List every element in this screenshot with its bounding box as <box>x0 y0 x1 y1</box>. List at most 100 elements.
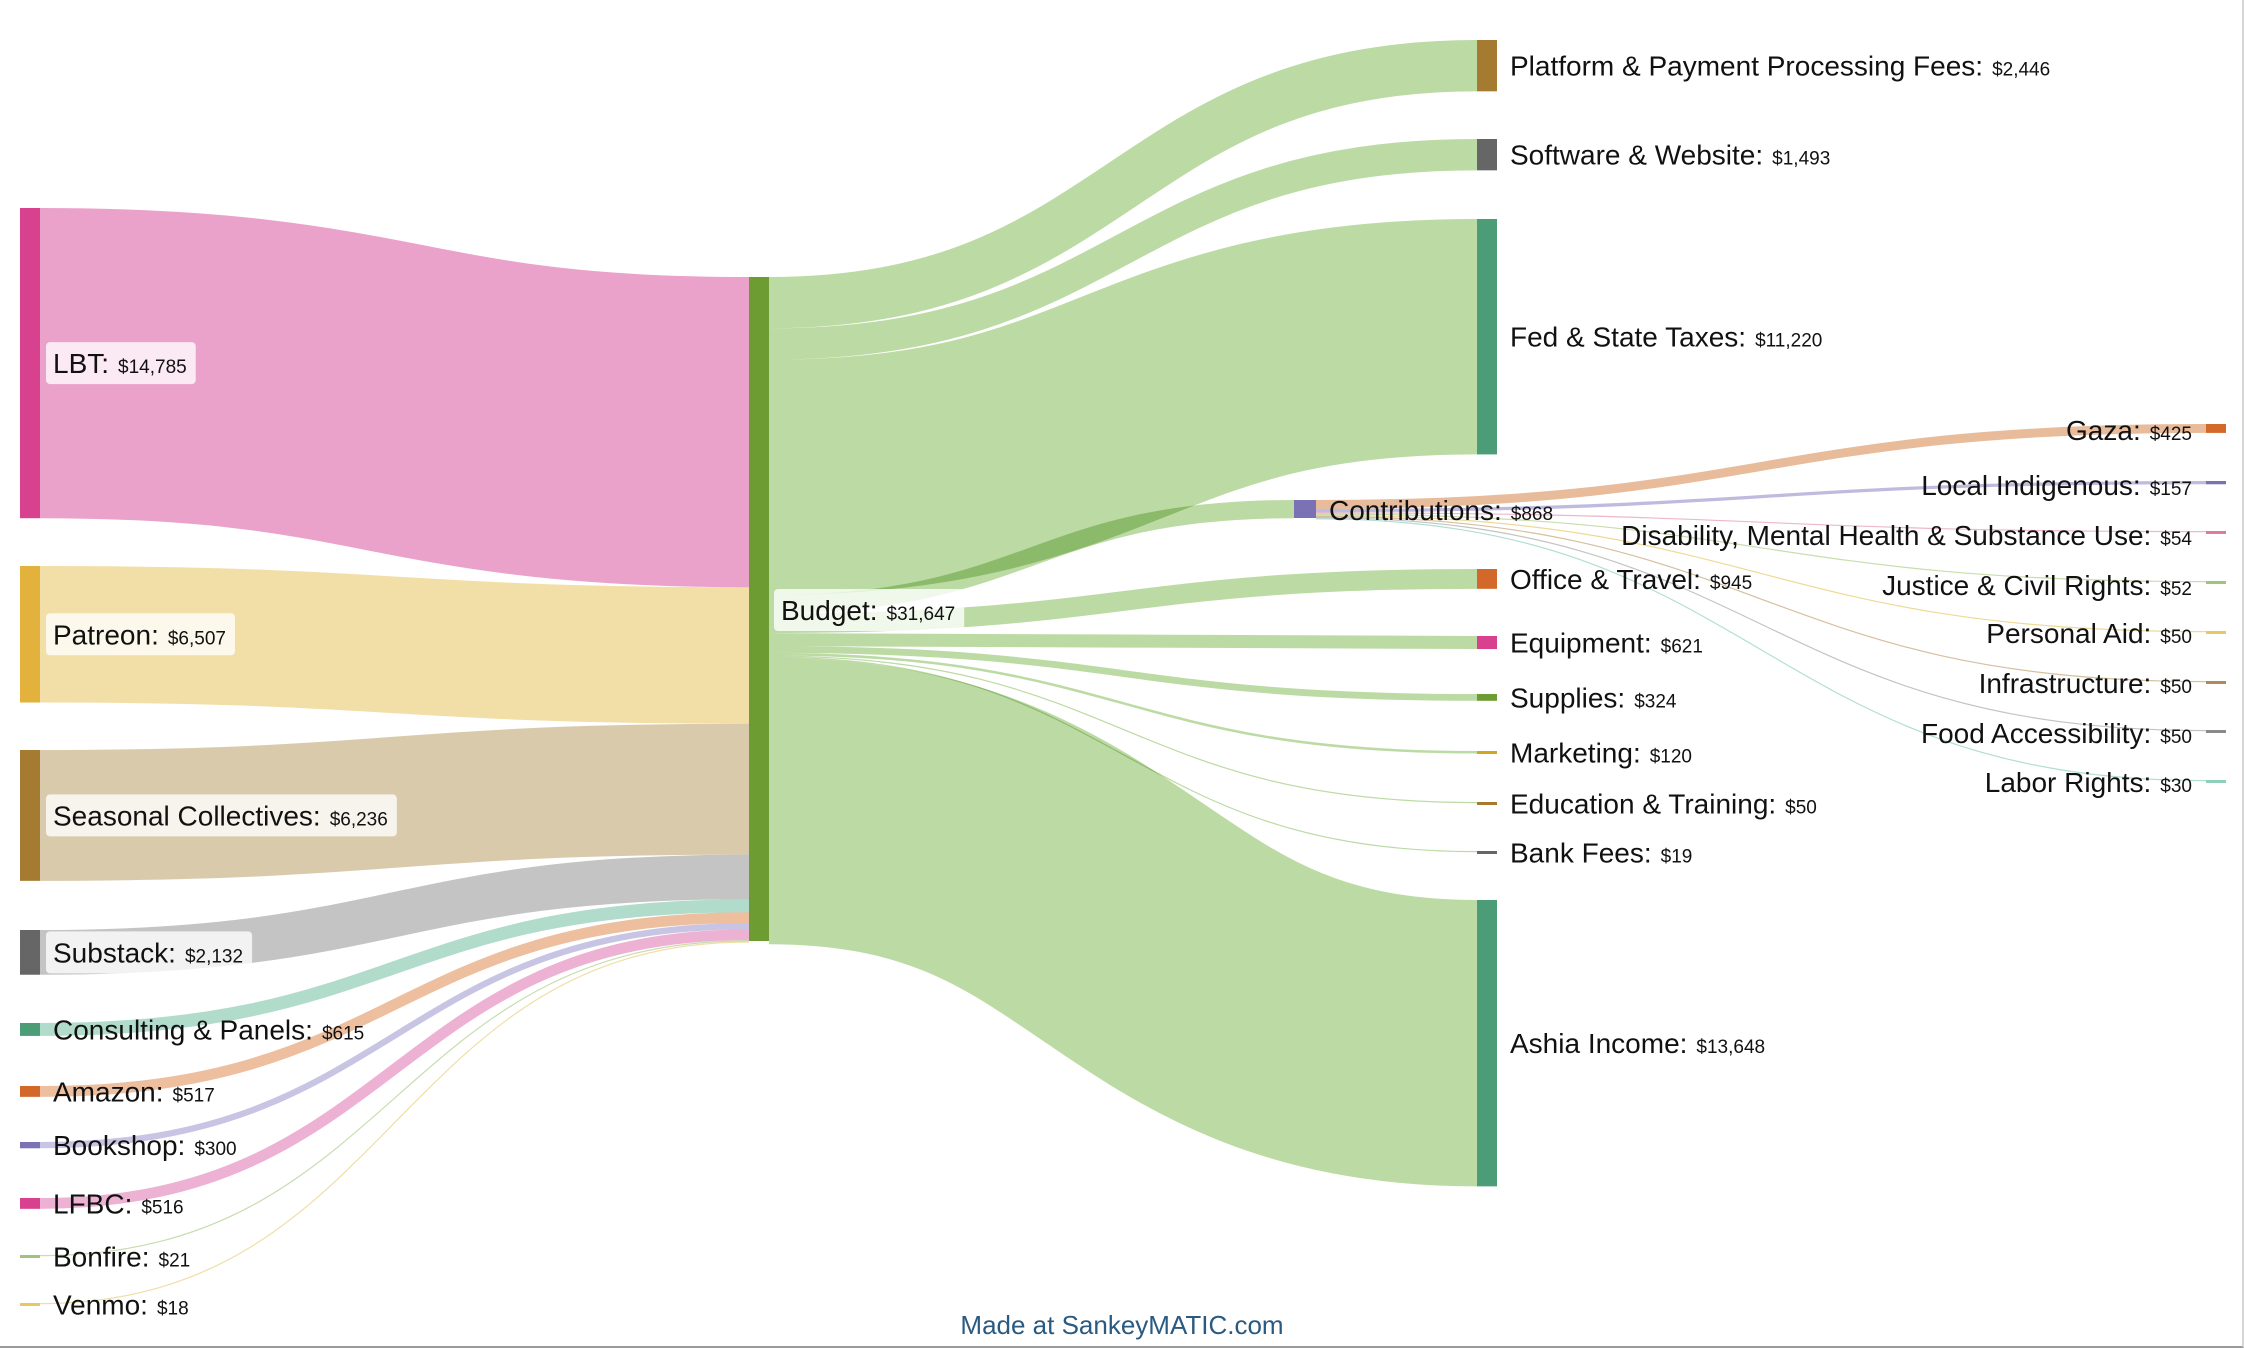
label-gaza: Gaza: $425 <box>2066 415 2192 446</box>
node-value: $6,236 <box>330 809 388 830</box>
node-value: $19 <box>1661 847 1693 868</box>
node-name: Gaza: <box>2066 415 2141 446</box>
flow-contrib-to-indigenous <box>1315 480 2207 513</box>
node-value: $517 <box>173 1085 215 1106</box>
node-bar-disability <box>2206 531 2226 534</box>
label-consulting: Consulting & Panels: $615 <box>53 1014 364 1045</box>
nodes-layer <box>20 40 2226 1306</box>
label-taxes: Fed & State Taxes: $11,220 <box>1510 322 1822 353</box>
flow-contrib-to-personal <box>1315 514 2207 633</box>
flow-budget-to-education <box>768 655 1478 804</box>
node-name: Office & Travel: <box>1510 564 1701 595</box>
flow-budget-to-taxes <box>768 219 1478 596</box>
flow-contrib-to-justice <box>1315 513 2207 583</box>
node-bar-personal <box>2206 631 2226 634</box>
node-value: $14,785 <box>118 357 187 378</box>
label-labor: Labor Rights: $30 <box>1985 767 2192 798</box>
label-indigenous: Local Indigenous: $157 <box>1921 470 2192 501</box>
node-name: Bookshop: <box>53 1130 185 1161</box>
node-value: $18 <box>157 1299 189 1320</box>
node-value: $621 <box>1661 637 1703 658</box>
node-value: $11,220 <box>1755 331 1822 352</box>
label-personal: Personal Aid: $50 <box>1986 618 2192 649</box>
node-value: $2,132 <box>185 946 243 967</box>
label-venmo: Venmo: $18 <box>53 1290 189 1321</box>
node-value: $157 <box>2150 479 2192 500</box>
label-background <box>46 794 397 837</box>
node-value: $615 <box>322 1023 364 1044</box>
node-bar-gaza <box>2206 424 2226 433</box>
flow-contrib-to-labor <box>1315 518 2207 782</box>
flow-budget-to-ashia <box>766 657 1480 1187</box>
node-bar-taxes <box>1477 219 1497 455</box>
node-bar-justice <box>2206 581 2226 584</box>
node-value: $1,493 <box>1772 149 1830 170</box>
flow-budget-to-marketing <box>768 652 1478 754</box>
label-background <box>46 342 196 385</box>
node-bar-bonfire <box>20 1255 40 1258</box>
node-bar-seasonal <box>20 750 40 881</box>
flow-contrib-to-disability <box>1315 512 2207 533</box>
node-value: $50 <box>1785 798 1817 819</box>
flow-budget-to-supplies <box>768 646 1478 701</box>
flow-bookshop-to-budget <box>39 923 750 1149</box>
node-bar-education <box>1477 802 1497 805</box>
label-education: Education & Training: $50 <box>1510 789 1817 820</box>
flow-budget-to-software <box>768 139 1478 360</box>
node-name: Bank Fees: <box>1510 838 1652 869</box>
label-software: Software & Website: $1,493 <box>1510 140 1830 171</box>
label-seasonal: Seasonal Collectives: $6,236 <box>46 794 397 837</box>
node-name: Local Indigenous: <box>1921 470 2141 501</box>
node-name: Venmo: <box>53 1290 148 1321</box>
flow-budget-to-platform <box>768 40 1478 329</box>
node-value: $425 <box>2150 424 2192 445</box>
node-name: Justice & Civil Rights: <box>1882 570 2151 601</box>
label-supplies: Supplies: $324 <box>1510 682 1677 713</box>
node-value: $516 <box>141 1197 183 1218</box>
node-value: $21 <box>159 1251 191 1272</box>
label-lfbc: LFBC: $516 <box>53 1188 184 1219</box>
node-name: Personal Aid: <box>1986 618 2151 649</box>
node-name: Substack: <box>53 937 176 968</box>
label-bonfire: Bonfire: $21 <box>53 1242 190 1273</box>
label-justice: Justice & Civil Rights: $52 <box>1882 570 2192 601</box>
label-platform: Platform & Payment Processing Fees: $2,44… <box>1510 51 2050 82</box>
node-bar-labor <box>2206 780 2226 783</box>
node-bar-contrib <box>1294 500 1316 518</box>
credit-link[interactable]: Made at SankeyMATIC.com <box>960 1310 1283 1340</box>
node-name: Supplies: <box>1510 682 1625 713</box>
flow-lfbc-to-budget <box>39 929 750 1209</box>
node-bar-amazon <box>20 1086 40 1097</box>
label-ashia: Ashia Income: $13,648 <box>1510 1028 1765 1059</box>
node-name: Patreon: <box>53 619 159 650</box>
node-name: LFBC: <box>53 1188 132 1219</box>
node-bar-bookshop <box>20 1142 40 1149</box>
label-foodaccess: Food Accessibility: $50 <box>1921 718 2192 749</box>
node-name: Infrastructure: <box>1979 668 2152 699</box>
node-bar-budget <box>749 277 769 941</box>
labels-layer: LBT: $14,785 Patreon: $6,507 Seasonal Collec… <box>46 51 2192 1321</box>
flow-contrib-to-gaza <box>1315 424 2207 509</box>
label-amazon: Amazon: $517 <box>53 1076 215 1107</box>
node-value: $324 <box>1634 691 1677 712</box>
label-substack: Substack: $2,132 <box>46 931 253 974</box>
label-lbt: LBT: $14,785 <box>46 342 196 385</box>
node-name: LBT: <box>53 348 109 379</box>
node-value: $2,446 <box>1992 60 2050 81</box>
node-bar-lbt <box>20 208 40 519</box>
flow-consulting-to-budget <box>39 899 750 1036</box>
node-bar-indigenous <box>2206 481 2226 485</box>
label-patreon: Patreon: $6,507 <box>46 613 235 656</box>
node-bar-bankfees <box>1477 851 1497 854</box>
node-value: $50 <box>2160 627 2192 648</box>
node-name: Contributions: <box>1329 495 1502 526</box>
label-bookshop: Bookshop: $300 <box>53 1130 237 1161</box>
node-name: Labor Rights: <box>1985 767 2152 798</box>
label-infrastructure: Infrastructure: $50 <box>1979 668 2192 699</box>
node-value: $31,647 <box>887 604 956 625</box>
node-bar-patreon <box>20 566 40 703</box>
flow-venmo-to-budget <box>39 941 750 1305</box>
label-contrib: Contributions: $868 <box>1329 495 1553 526</box>
node-name: Equipment: <box>1510 628 1652 659</box>
node-bar-venmo <box>20 1303 40 1306</box>
